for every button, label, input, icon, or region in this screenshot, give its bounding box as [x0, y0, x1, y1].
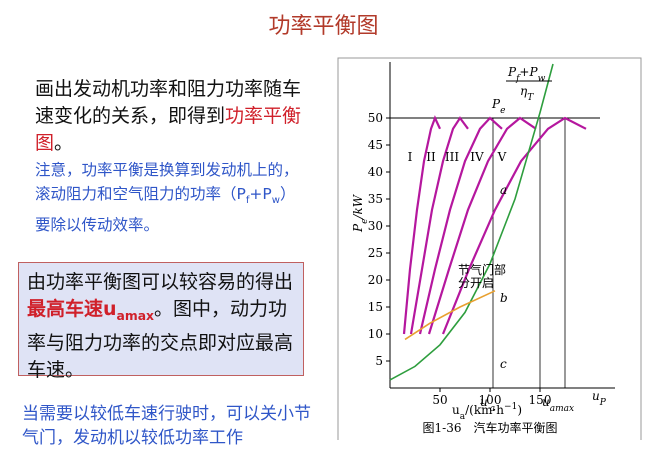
series-label: 分开启 — [458, 276, 494, 290]
point-label: a — [500, 183, 507, 197]
text: 画出发动机功率和阻力功率随车速变化的关系，即得到 — [35, 78, 302, 127]
highlight: 最高车速uamax — [27, 298, 155, 323]
intro-text: 画出发动机功率和阻力功率随车速变化的关系，即得到功率平衡图。 — [35, 76, 310, 157]
label-part: a — [490, 404, 495, 414]
label: Pe/kW — [351, 193, 370, 233]
label-part: e — [500, 106, 505, 116]
y-tick-label: 15 — [368, 300, 383, 314]
text: ）要除以传动效率。 — [35, 185, 296, 235]
label-part: /kW — [351, 193, 365, 219]
label: Pf+Pw — [507, 65, 546, 84]
label-part: a — [460, 412, 466, 422]
highlight-box: 由功率平衡图可以较容易的得出最高车速uamax。图中，动力功率与阻力功率的交点即… — [18, 262, 304, 381]
caption: 图1-36 汽车功率平衡图 — [423, 420, 558, 435]
series-line — [389, 63, 554, 381]
label-part: η — [520, 84, 528, 98]
label-part: P — [491, 97, 501, 111]
sub: w — [271, 195, 280, 207]
text: 。 — [54, 132, 74, 154]
label-part: ′ — [488, 394, 490, 404]
text: 注意，功率平衡是换算到发动机上的，滚动阻力和空气阻力的功率（P — [35, 161, 299, 203]
label: ua/(km·h−1) — [452, 402, 522, 422]
x-tick-label: 100 — [479, 393, 502, 407]
highlight: 功率平衡图 — [35, 105, 302, 154]
y-tick-label: 50 — [368, 111, 383, 125]
point-label: b — [500, 291, 508, 305]
label-part: P — [507, 65, 517, 79]
text: 。图中，动力功率与阻力功率的交点即对应最高车速。 — [27, 298, 294, 381]
series-line — [441, 116, 587, 335]
label-part: u — [592, 389, 600, 403]
series-label: 节气门部 — [458, 262, 506, 277]
series-line — [404, 290, 496, 341]
label: uP — [592, 389, 607, 408]
label-part: P — [599, 398, 607, 408]
label-part: amax — [550, 404, 574, 414]
label-part: ) — [517, 403, 522, 417]
sub: f — [245, 195, 250, 207]
label-part: /(km·h — [465, 403, 504, 417]
slide-title: 功率平衡图 — [268, 14, 379, 39]
series-label: II — [426, 150, 436, 164]
text: 最高车速u — [27, 298, 117, 320]
y-tick-label: 25 — [368, 246, 383, 260]
text: +P — [249, 185, 272, 203]
series-line — [409, 116, 469, 335]
series-label: V — [497, 150, 507, 164]
chart-frame — [337, 57, 642, 440]
slide: 功率平衡图 画出发动机功率和阻力功率随车速变化的关系，即得到功率平衡图。 注意，… — [18, 14, 642, 448]
series-line — [427, 116, 537, 335]
label-part: u — [480, 395, 488, 409]
sub: amax — [116, 308, 155, 323]
label: u′a — [480, 394, 495, 414]
series-line — [402, 115, 441, 335]
label: ηT — [520, 84, 534, 103]
x-tick-label: 50 — [432, 393, 447, 407]
series-line — [418, 116, 503, 335]
y-tick-label: 20 — [368, 273, 383, 287]
note-text: 注意，功率平衡是换算到发动机上的，滚动阻力和空气阻力的功率（Pf+Pw）要除以传… — [35, 158, 310, 237]
y-tick-label: 40 — [368, 165, 383, 179]
label-part: −1 — [504, 402, 517, 412]
label: uamax — [542, 395, 574, 414]
label-part: w — [538, 74, 546, 84]
x-tick-label: 150 — [529, 393, 552, 407]
label-part: f — [515, 74, 521, 84]
label-part: P — [351, 223, 365, 233]
label-part: u — [452, 403, 460, 417]
series-label: IV — [470, 150, 484, 164]
text: 由功率平衡图可以较容易的得出 — [27, 271, 294, 293]
y-tick-label: 30 — [368, 219, 383, 233]
label-part: T — [527, 93, 534, 103]
label-part: e — [360, 219, 370, 224]
label-part: +P — [519, 65, 538, 79]
series-label: I — [408, 150, 413, 164]
label-part: u — [542, 395, 550, 409]
y-tick-label: 35 — [368, 192, 383, 206]
y-tick-label: 5 — [375, 354, 383, 368]
series-label: III — [445, 150, 459, 164]
point-label: c — [500, 357, 507, 371]
y-tick-label: 10 — [368, 327, 383, 341]
y-tick-label: 45 — [368, 138, 383, 152]
label: Pe — [491, 97, 505, 116]
